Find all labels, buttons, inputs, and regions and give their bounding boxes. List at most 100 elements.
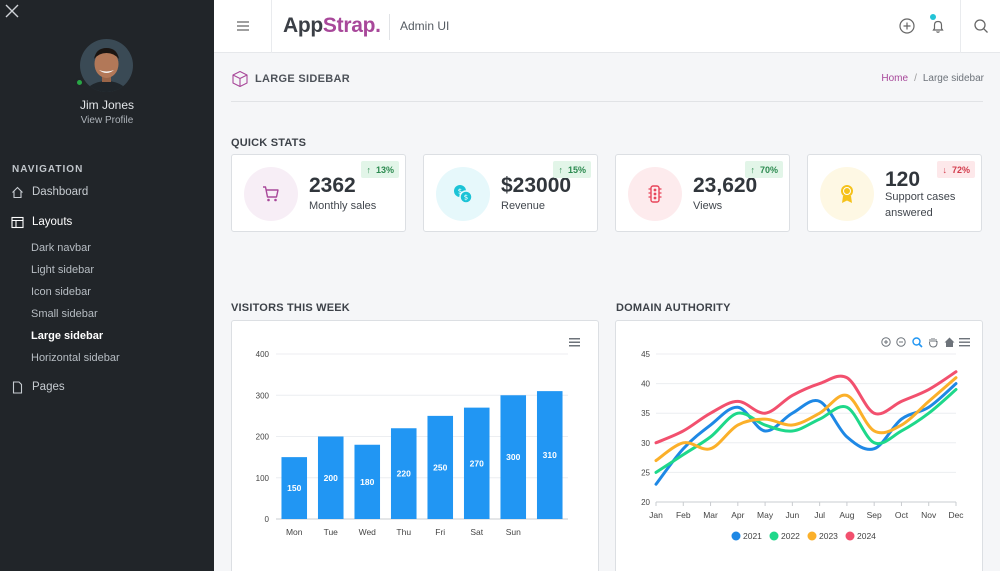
bar[interactable]	[536, 391, 563, 519]
sidebar-subitem-light-sidebar[interactable]: Light sidebar	[31, 264, 94, 276]
chart-menu-icon[interactable]	[569, 338, 580, 347]
box-icon	[232, 70, 248, 88]
breadcrumb: Home / Large sidebar	[881, 73, 984, 84]
menu-bar	[959, 345, 970, 347]
stat-card-sales[interactable]: 2362 Monthly sales ↑ 13%	[231, 154, 406, 232]
sidebar-item-dashboard[interactable]: Dashboard	[10, 183, 88, 201]
legend-label[interactable]: 2024	[857, 531, 876, 541]
sidebar-item-label: Dashboard	[32, 186, 89, 198]
breadcrumb-home[interactable]: Home	[881, 73, 909, 84]
series-line-2024[interactable]	[654, 370, 958, 445]
brand-part2: Strap.	[322, 14, 381, 37]
bar[interactable]	[281, 457, 308, 519]
y-tick-label: 300	[256, 391, 270, 400]
stat-label: Views	[693, 200, 723, 212]
bar[interactable]	[427, 415, 454, 519]
bar[interactable]	[354, 444, 381, 519]
pan-hand-icon[interactable]	[929, 338, 938, 348]
y-tick-label: 35	[641, 409, 650, 418]
x-tick-label: Wed	[359, 527, 377, 537]
chart-menu-icon[interactable]	[959, 338, 970, 347]
stat-value: 2362	[309, 174, 356, 197]
stat-card-support[interactable]: 120 Support cases answered ↓ 72%	[807, 154, 982, 232]
search-icon[interactable]	[972, 17, 990, 35]
svg-text:$: $	[464, 194, 468, 202]
x-tick-label: Aug	[839, 510, 854, 520]
sidebar-subitem-horizontal-sidebar[interactable]: Horizontal sidebar	[31, 352, 120, 364]
sidebar-subitem-icon-sidebar[interactable]: Icon sidebar	[31, 286, 91, 298]
menu-bar	[959, 338, 970, 340]
stat-card-views[interactable]: 23,620 Views ↑ 70%	[615, 154, 790, 232]
menu-toggle-icon[interactable]	[236, 19, 250, 33]
avatar[interactable]	[75, 39, 133, 92]
online-status-dot	[75, 78, 84, 87]
coins-icon: $ $	[436, 167, 490, 221]
legend-marker[interactable]	[845, 531, 855, 541]
stat-label: Revenue	[501, 200, 546, 212]
add-icon[interactable]	[898, 17, 916, 35]
zoom-in-icon[interactable]	[881, 337, 891, 347]
legend-marker[interactable]	[731, 531, 741, 541]
domain-chart-card: 20 25 30 35 40 45 Jan Feb Mar Apr May Jun Jul Aug Sep O…	[615, 320, 983, 571]
sidebar-subitem-dark-navbar[interactable]: Dark navbar	[31, 242, 91, 254]
y-tick-label: 40	[641, 380, 650, 389]
bar[interactable]	[500, 395, 527, 519]
stat-value: 23,620	[693, 174, 758, 197]
bar[interactable]	[390, 428, 417, 519]
topbar-subtitle: Admin UI	[400, 19, 450, 33]
close-icon[interactable]	[5, 4, 19, 18]
icon-shape	[884, 340, 888, 344]
series-line-2023[interactable]	[654, 376, 958, 463]
search-zoom-icon[interactable]	[912, 337, 923, 348]
y-tick-label: 45	[641, 350, 650, 359]
x-tick-label: May	[757, 510, 774, 520]
trend-badge: ↑ 70%	[745, 161, 783, 178]
legend-marker[interactable]	[769, 531, 779, 541]
quick-stats-title: QUICK STATS	[231, 137, 307, 149]
file-icon	[10, 380, 24, 394]
trend-badge: ↓ 72%	[937, 161, 975, 178]
topbar-divider	[389, 14, 390, 40]
x-tick-label: Jun	[786, 510, 800, 520]
nav-heading: NAVIGATION	[12, 164, 84, 175]
sidebar-subitem-small-sidebar[interactable]: Small sidebar	[31, 308, 98, 320]
legend-label[interactable]: 2021	[743, 531, 762, 541]
y-tick-label: 400	[256, 350, 270, 359]
legend-label[interactable]: 2023	[819, 531, 838, 541]
user-name: Jim Jones	[79, 98, 135, 112]
notification-dot	[930, 14, 936, 20]
bar-data-label: 300	[506, 452, 520, 462]
bell-icon[interactable]	[929, 17, 947, 35]
x-tick-label: Mar	[703, 510, 718, 520]
y-tick-label: 20	[641, 498, 650, 507]
svg-text:$: $	[458, 188, 462, 196]
bar[interactable]	[317, 436, 344, 520]
x-tick-label: Fri	[435, 527, 445, 537]
topbar: AppStrap. Admin UI	[214, 0, 1000, 53]
legend-marker[interactable]	[807, 531, 817, 541]
header-divider	[231, 101, 983, 102]
x-tick-label: Thu	[396, 527, 411, 537]
home-icon	[10, 185, 24, 199]
y-tick-label: 25	[641, 468, 650, 477]
view-profile-link[interactable]: View Profile	[80, 115, 134, 126]
y-tick-label: 30	[641, 439, 650, 448]
brand-logo[interactable]: AppStrap.	[283, 14, 381, 38]
series-line-2022[interactable]	[654, 388, 958, 474]
sidebar-item-pages[interactable]: Pages	[10, 378, 65, 396]
sidebar-item-label: Pages	[32, 381, 65, 393]
page-title: LARGE SIDEBAR	[255, 73, 350, 85]
sidebar-item-layouts[interactable]: Layouts	[10, 213, 72, 231]
sidebar-subitem-large-sidebar[interactable]: Large sidebar	[31, 330, 104, 342]
x-tick-label: Jul	[814, 510, 825, 520]
zoom-out-icon[interactable]	[896, 337, 906, 347]
icon-shape	[896, 337, 906, 347]
series-line-2021[interactable]	[654, 382, 958, 486]
visitors-title: VISITORS THIS WEEK	[231, 302, 350, 314]
bar[interactable]	[463, 407, 490, 519]
home-reset-icon[interactable]	[944, 337, 955, 348]
avatar-image	[80, 39, 133, 92]
stat-card-revenue[interactable]: $ $ $23000 Revenue ↑ 15%	[423, 154, 598, 232]
brand-part1: App	[283, 14, 323, 37]
legend-label[interactable]: 2022	[781, 531, 800, 541]
